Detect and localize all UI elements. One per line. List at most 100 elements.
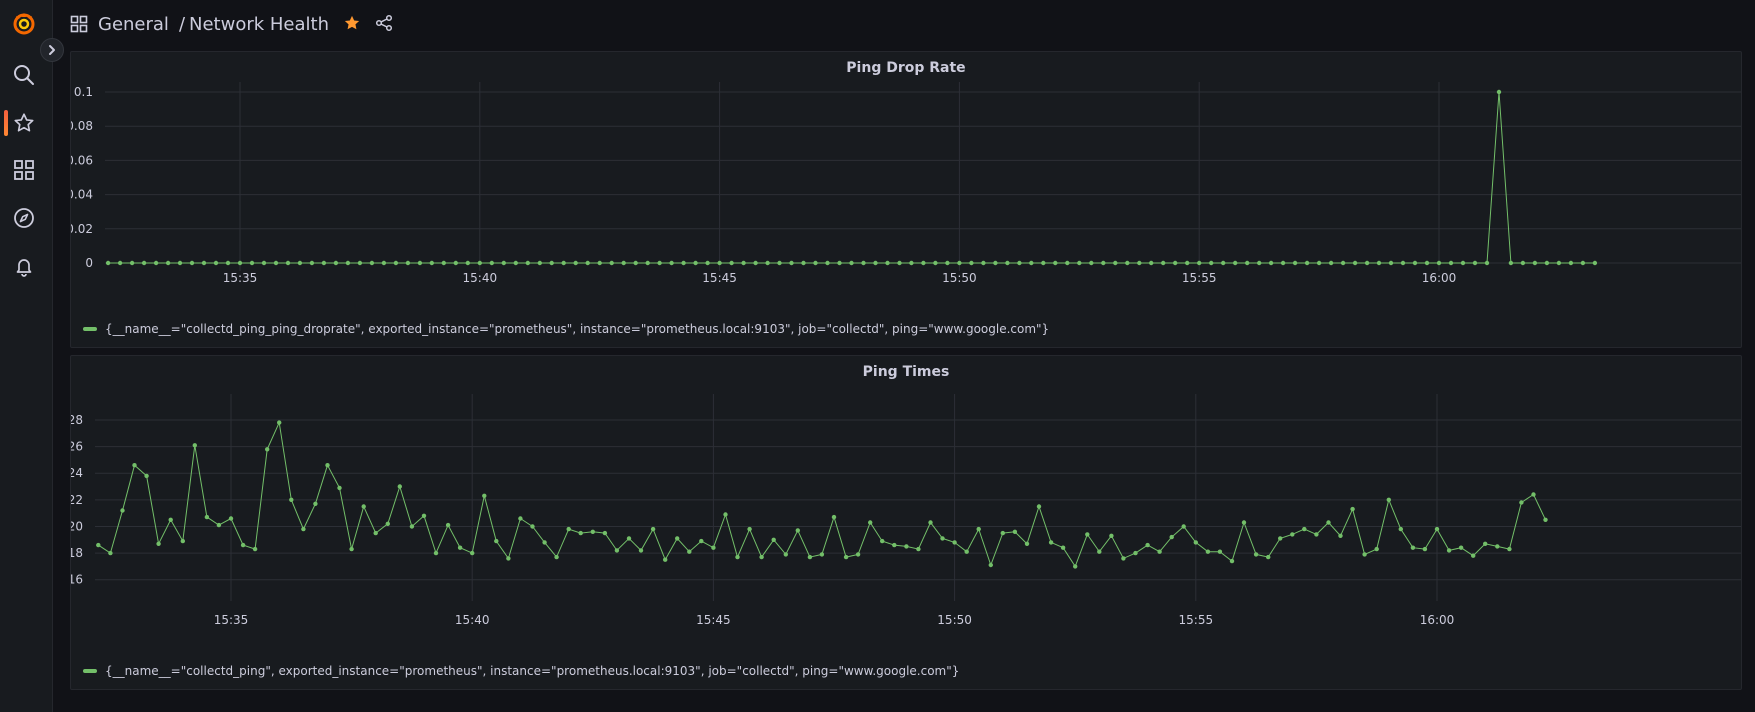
panel-title[interactable]: Ping Drop Rate (846, 60, 966, 76)
data-point (717, 260, 722, 266)
data-point (663, 557, 668, 562)
data-point (225, 260, 231, 266)
x-tick-label: 15:40 (463, 271, 498, 285)
explore-compass-icon[interactable] (11, 205, 37, 231)
data-point (477, 260, 482, 266)
data-point (108, 550, 113, 556)
data-point (1434, 526, 1440, 532)
ping-times-chart: 16 18 20 22 24 26 28 15:35 15:40 15:45 15:50 15:55 1… (71, 394, 1741, 627)
ping-drop-rate-panel[interactable]: Ping Drop Rate 0 0.02 0.04 0.06 0.08 0.1 15:35… (70, 51, 1742, 348)
data-point (1157, 549, 1162, 554)
data-point (361, 504, 366, 509)
data-point (1241, 520, 1247, 525)
alerting-bell-icon[interactable] (11, 253, 37, 279)
data-point (807, 554, 813, 560)
data-point (819, 552, 825, 557)
data-point (393, 260, 399, 266)
data-point (554, 554, 559, 560)
data-point (1436, 260, 1442, 266)
data-point (1556, 260, 1562, 266)
data-point (1266, 554, 1271, 560)
data-point (1012, 529, 1018, 534)
data-point (657, 260, 662, 266)
breadcrumb-folder-link[interactable]: General (98, 13, 169, 35)
data-point (252, 546, 258, 552)
data-point (573, 260, 578, 266)
dashboards-grid-icon[interactable] (11, 157, 37, 183)
data-point (981, 260, 986, 266)
data-point (1221, 260, 1226, 266)
data-point (397, 484, 402, 489)
data-point (1400, 260, 1406, 266)
legend-item[interactable]: {__name__="collectd_ping_ping_droprate",… (83, 322, 1049, 336)
data-point (433, 550, 439, 556)
data-point (141, 260, 147, 266)
data-point (494, 538, 499, 544)
data-point (1101, 260, 1106, 266)
favorite-star-button[interactable] (343, 14, 363, 34)
data-point (1169, 534, 1174, 540)
ping-times-panel[interactable]: Ping Times 16 18 20 22 24 26 28 15:35 15:40 15:45… (70, 355, 1742, 690)
data-point (1005, 260, 1010, 266)
data-point (1036, 504, 1042, 509)
data-point (1471, 553, 1476, 558)
data-point (333, 260, 339, 266)
x-tick-label: 15:40 (455, 613, 490, 627)
data-point (1304, 260, 1310, 266)
x-tick-label: 15:55 (1182, 271, 1217, 285)
y-tick-label: 0.1 (74, 85, 93, 99)
star-icon[interactable] (11, 110, 37, 136)
data-point (482, 493, 487, 498)
legend-item[interactable]: {__name__="collectd_ping", exported_inst… (83, 664, 959, 678)
data-point (1217, 549, 1223, 554)
data-point (189, 260, 195, 266)
data-point (421, 513, 427, 518)
data-point (1386, 497, 1392, 502)
data-point (357, 260, 363, 266)
data-point (1017, 260, 1022, 266)
y-tick-label: 24 (71, 466, 83, 480)
data-point (789, 260, 794, 266)
data-point (988, 562, 993, 568)
data-point (602, 530, 608, 536)
data-point (144, 473, 149, 479)
y-tick-label: 0.02 (71, 222, 93, 236)
data-point (1532, 260, 1538, 266)
data-point (1024, 541, 1030, 546)
data-point (1193, 540, 1199, 545)
data-point (1161, 260, 1166, 266)
data-point (1145, 542, 1150, 548)
data-point (1507, 546, 1512, 552)
data-point (1568, 260, 1574, 266)
data-point (249, 260, 255, 266)
x-tick-label: 15:55 (1179, 613, 1214, 627)
data-point (1097, 549, 1102, 554)
data-point (216, 522, 222, 528)
data-point (1000, 530, 1005, 536)
data-point (313, 501, 318, 506)
data-point (1519, 500, 1524, 505)
data-point (843, 554, 849, 560)
data-point (621, 260, 626, 266)
data-point (105, 260, 111, 266)
dashboard-title[interactable]: Network Health (189, 13, 329, 35)
share-button[interactable] (375, 14, 395, 34)
data-point (1326, 520, 1331, 525)
data-point (321, 260, 327, 266)
chevron-right-icon (49, 45, 55, 55)
data-point (1053, 260, 1058, 266)
data-point (976, 526, 981, 532)
grafana-logo-icon[interactable] (11, 10, 37, 36)
y-tick-label: 0.08 (71, 119, 93, 133)
data-point (837, 260, 842, 266)
data-point (129, 260, 135, 266)
breadcrumb-separator: / (178, 13, 186, 35)
x-tick-label: 15:50 (937, 613, 972, 627)
data-point (489, 260, 494, 266)
data-point (626, 536, 632, 541)
expand-sidebar-button[interactable] (40, 38, 64, 62)
data-point (578, 530, 583, 536)
search-icon[interactable] (11, 62, 37, 88)
data-point (590, 529, 595, 534)
panel-title[interactable]: Ping Times (862, 364, 950, 380)
